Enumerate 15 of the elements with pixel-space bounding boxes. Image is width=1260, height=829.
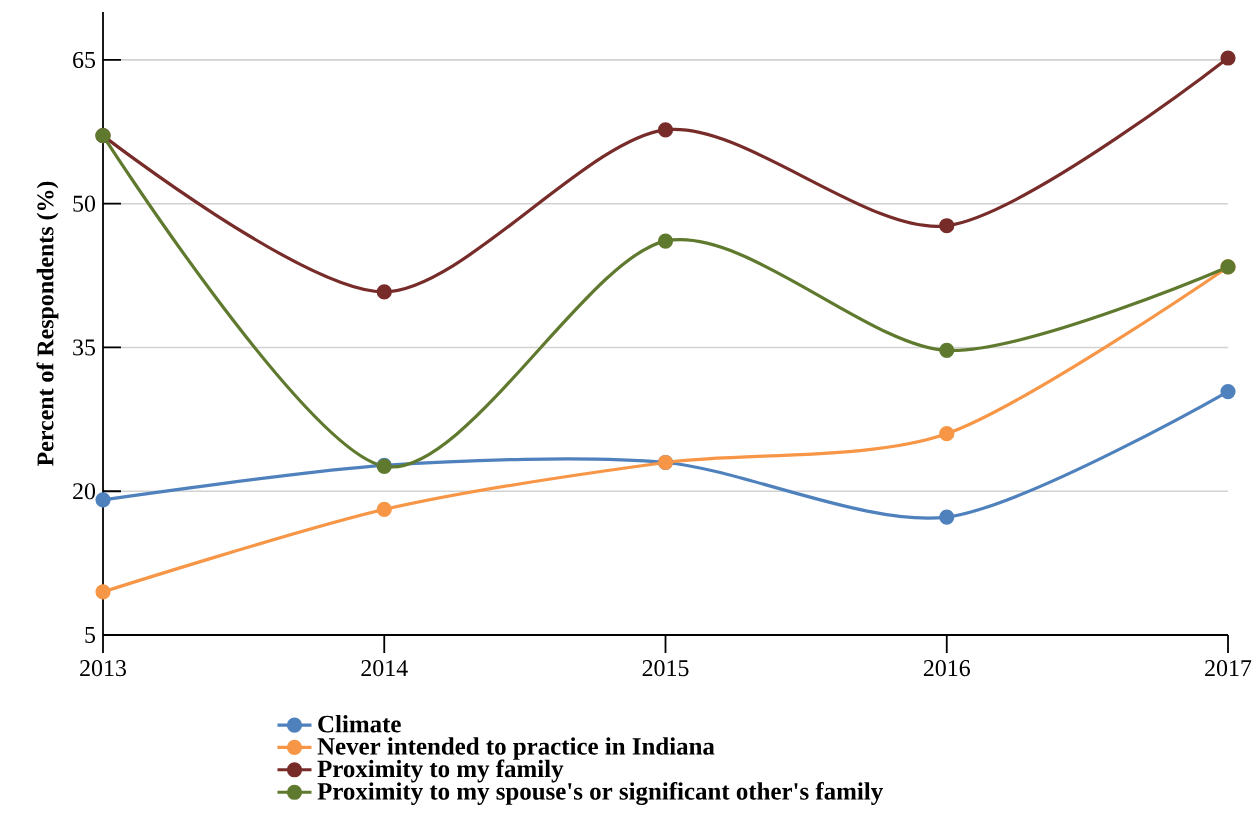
x-tick-label: 2017 (1205, 660, 1252, 677)
y-tick-label: 5 (85, 627, 96, 643)
y-tick-label: 50 (73, 195, 96, 212)
y-tick-label: 35 (73, 339, 96, 356)
x-tick-label: 2015 (642, 660, 689, 677)
y-tick-label: 65 (73, 51, 96, 68)
y-axis-title: Percent of Respondents (%) (36, 181, 59, 466)
legend-label: Proximity to my spouse's or significant other's family (317, 782, 883, 806)
legend-label: Proximity to my family (317, 759, 564, 783)
y-tick-label: 20 (73, 483, 96, 500)
x-tick-label: 2014 (361, 660, 408, 677)
x-tick-label: 2016 (923, 660, 970, 677)
x-tick-label: 2013 (80, 660, 126, 677)
legend-label: Never intended to practice in Indiana (317, 737, 715, 760)
legend-label: Climate (318, 715, 401, 733)
